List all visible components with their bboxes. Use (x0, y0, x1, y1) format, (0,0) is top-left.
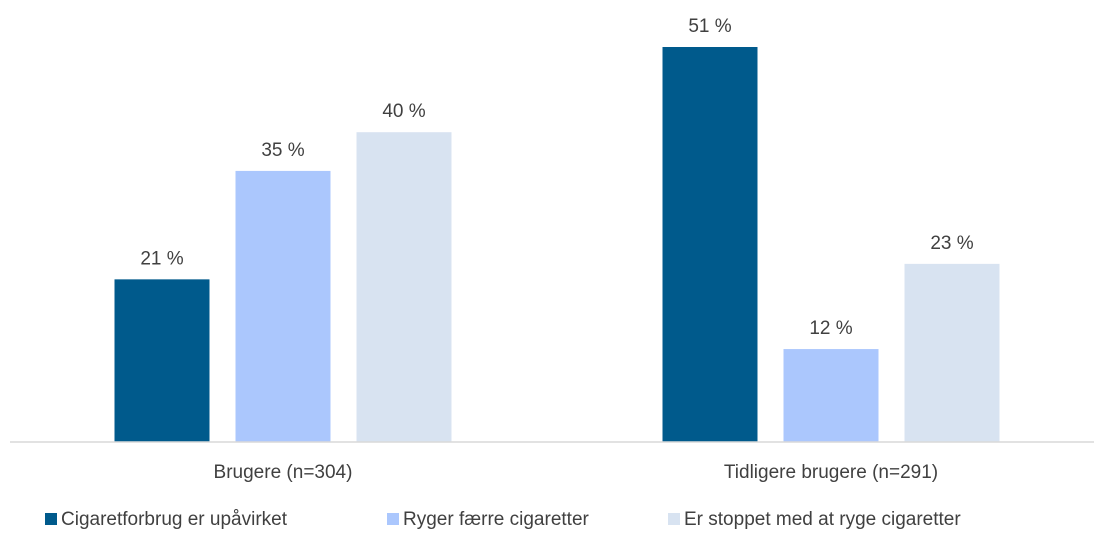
data-label: 21 % (140, 248, 183, 269)
data-label: 51 % (688, 16, 731, 37)
bar (114, 279, 210, 442)
legend-swatch (387, 513, 399, 525)
category-label: Tidligere brugere (n=291) (724, 462, 938, 483)
legend-label: Ryger færre cigaretter (403, 509, 590, 530)
data-label: 35 % (261, 140, 304, 161)
bar (235, 170, 331, 442)
legend-label: Er stoppet med at ryge cigaretter (684, 509, 961, 530)
legend-item: Er stoppet med at ryge cigaretter (668, 509, 961, 530)
legend: Cigaretforbrug er upåvirket Ryger færre … (45, 509, 961, 530)
bar (356, 132, 452, 442)
data-label: 40 % (382, 101, 425, 122)
category-label: Brugere (n=304) (214, 462, 353, 483)
legend-label: Cigaretforbrug er upåvirket (61, 509, 288, 530)
legend-swatch (668, 513, 680, 525)
bar (783, 349, 879, 442)
bar (662, 47, 758, 442)
data-label: 23 % (930, 233, 973, 254)
data-labels-layer: 21 % 51 % 35 % 12 % 40 % 23 % (140, 16, 973, 339)
legend-item: Ryger færre cigaretter (387, 509, 590, 530)
legend-swatch (45, 513, 57, 525)
bar (904, 263, 1000, 442)
data-label: 12 % (809, 318, 852, 339)
legend-item: Cigaretforbrug er upåvirket (45, 509, 288, 530)
bars-layer (114, 47, 1000, 442)
